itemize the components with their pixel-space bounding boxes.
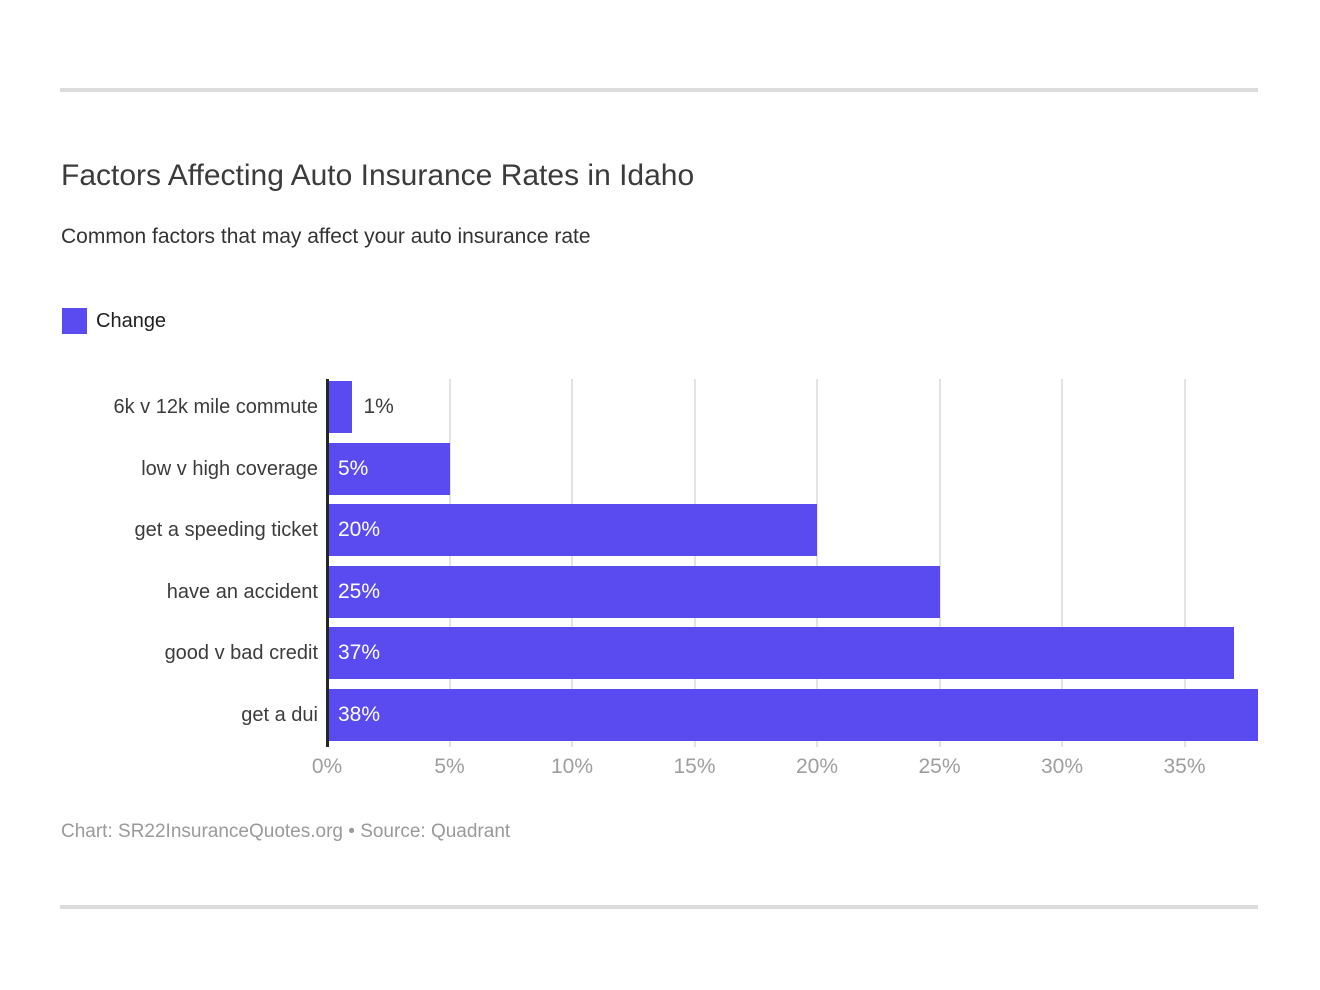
bottom-divider (60, 905, 1258, 909)
category-label: good v bad credit (164, 642, 318, 664)
bar (327, 566, 940, 618)
gridline (816, 379, 818, 747)
x-tick-label: 20% (795, 755, 839, 778)
chart-title: Factors Affecting Auto Insurance Rates i… (61, 159, 695, 192)
bar (327, 504, 817, 556)
bar (327, 443, 450, 495)
plot-area: 1% 5% 20% 25% 37% 38% (326, 379, 1258, 747)
bar-value-label: 20% (338, 518, 381, 541)
chart-footer: Chart: SR22InsuranceQuotes.org • Source:… (61, 821, 511, 842)
bar (327, 689, 1258, 741)
x-tick-label: 35% (1163, 755, 1206, 778)
category-label: get a dui (241, 704, 318, 726)
gridline (1183, 379, 1186, 747)
bar-row: 20% (327, 504, 1258, 556)
bar-row: 25% (327, 566, 1258, 618)
bar-value-label: 37% (338, 641, 381, 664)
gridline (448, 379, 451, 747)
top-divider (60, 88, 1258, 92)
bar (327, 627, 1234, 679)
gridline (571, 379, 573, 747)
bar (327, 381, 352, 433)
bar-row: 5% (327, 443, 1258, 495)
bar-value-label: 25% (338, 580, 381, 603)
gridline (1061, 379, 1063, 747)
x-tick-label: 0% (311, 755, 343, 778)
bar-value-label: 38% (338, 703, 381, 726)
bar-row: 1% (327, 381, 1258, 433)
y-axis-line (326, 379, 329, 747)
bar-row: 37% (327, 627, 1258, 679)
legend-label: Change (96, 309, 167, 332)
x-tick-label: 5% (434, 755, 465, 778)
gridline (938, 379, 941, 747)
category-label: have an accident (166, 581, 318, 603)
legend: Change (62, 308, 166, 334)
x-tick-label: 10% (550, 755, 594, 778)
x-tick-label: 30% (1040, 755, 1084, 778)
gridline (693, 379, 696, 747)
bar-value-label: 1% (363, 395, 394, 418)
x-tick-label: 15% (673, 755, 716, 778)
chart-subtitle: Common factors that may affect your auto… (61, 225, 591, 248)
bar-row: 38% (327, 689, 1258, 741)
category-label: get a speeding ticket (134, 519, 318, 541)
bar-value-label: 5% (338, 457, 369, 480)
category-label: 6k v 12k mile commute (113, 396, 318, 418)
category-label: low v high coverage (141, 458, 318, 480)
legend-swatch (62, 308, 87, 334)
x-axis-ticks: 0% 5% 10% 15% 20% 25% 30% 35% (312, 755, 1258, 783)
x-tick-label: 25% (918, 755, 961, 778)
